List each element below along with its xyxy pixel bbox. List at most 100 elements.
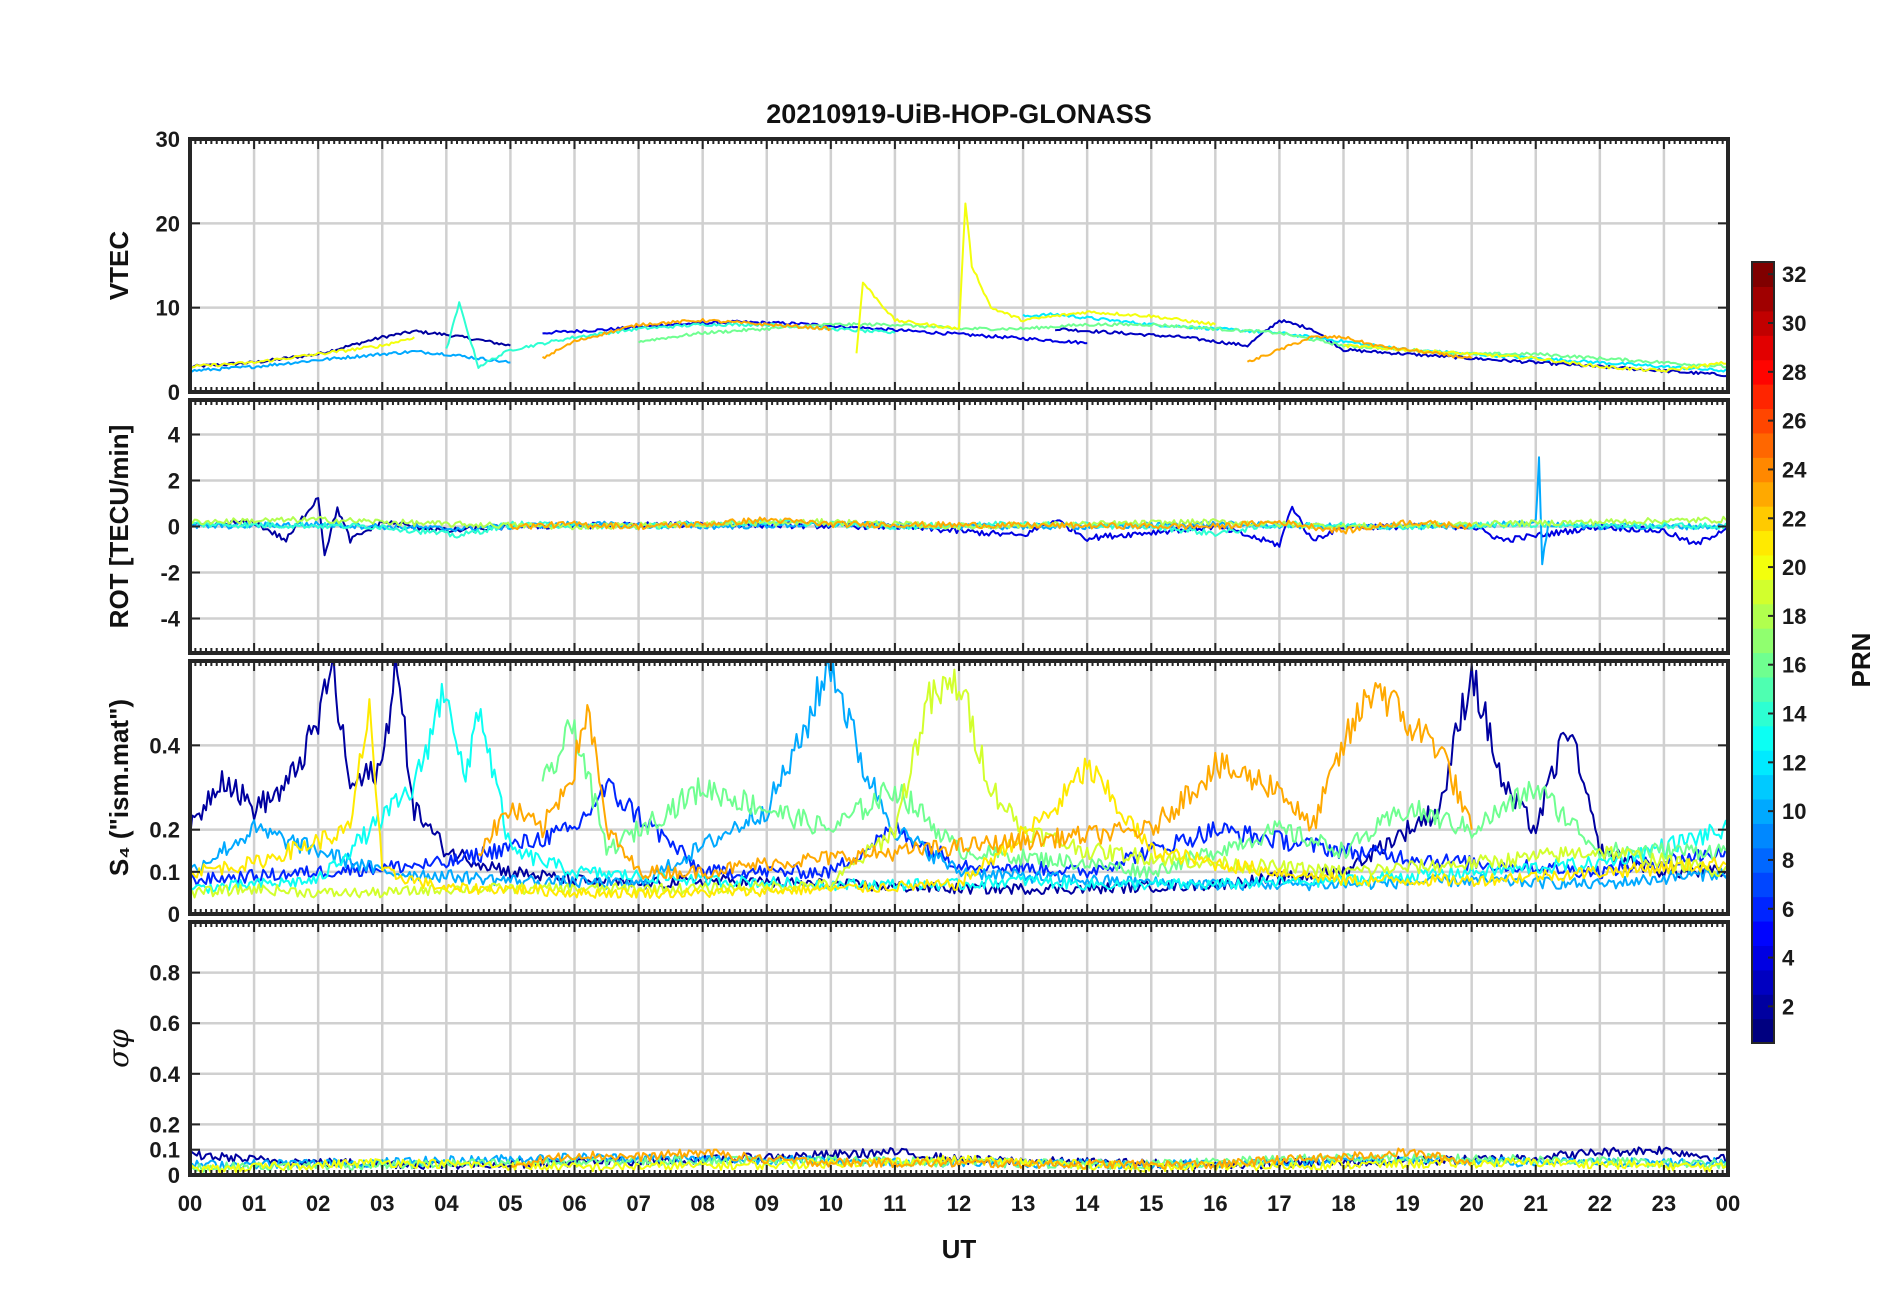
colorbar-tick-label: 12: [1782, 750, 1806, 775]
colorbar-swatch: [1752, 823, 1774, 849]
colorbar-swatch: [1752, 359, 1774, 385]
panel-grid: [190, 922, 1728, 1177]
y-tick-label: -4: [160, 607, 180, 632]
x-tick-label: 23: [1652, 1191, 1676, 1216]
series-line-prn-10: [190, 349, 511, 373]
y-tick-label: 0.2: [149, 1112, 180, 1137]
colorbar-tick-label: 8: [1782, 848, 1794, 873]
colorbar-swatch: [1752, 994, 1774, 1020]
colorbar-swatch: [1752, 554, 1774, 580]
colorbar-swatch: [1752, 652, 1774, 678]
colorbar-swatch: [1752, 774, 1774, 800]
colorbar-tick-label: 2: [1782, 994, 1794, 1019]
x-tick-label: 04: [434, 1191, 459, 1216]
colorbar-swatch: [1752, 725, 1774, 751]
colorbar-swatch: [1752, 920, 1774, 946]
series-line-prn-12: [1022, 312, 1728, 373]
x-tick-label: 13: [1011, 1191, 1035, 1216]
colorbar-swatch: [1752, 945, 1774, 971]
colorbar-swatch: [1752, 310, 1774, 336]
panel-4: 00.10.2 0.4 0.6 0.8 σφ: [102, 920, 1730, 1188]
colorbar-label: PRN: [1846, 633, 1876, 688]
colorbar-swatch: [1752, 335, 1774, 361]
series-line-prn-20: [855, 202, 1216, 354]
panel-series: [190, 456, 1728, 566]
x-tick-label: 08: [690, 1191, 714, 1216]
x-tick-label: 15: [1139, 1191, 1163, 1216]
colorbar-swatch: [1752, 530, 1774, 556]
colorbar-swatch: [1752, 603, 1774, 629]
colorbar-tick-label: 30: [1782, 311, 1806, 336]
colorbar-tick-label: 10: [1782, 799, 1806, 824]
panel-1: 0 10 20 30 VTEC: [104, 127, 1730, 405]
colorbar-swatch: [1752, 481, 1774, 507]
x-tick-label: 11: [883, 1191, 906, 1216]
y-axis-label: ROT [TECU/min]: [104, 425, 134, 629]
colorbar-swatch: [1752, 969, 1774, 995]
x-tick-label: 18: [1331, 1191, 1355, 1216]
series-line-prn-23: [509, 516, 1473, 535]
series-line-prn-16: [541, 719, 1728, 879]
y-tick-label: 0.4: [149, 1062, 180, 1087]
series-line-prn-20: [190, 336, 415, 369]
colorbar-swatch: [1752, 676, 1774, 702]
y-axis-label: VTEC: [104, 231, 134, 301]
series-line-prn-23: [509, 1147, 1473, 1170]
x-tick-label: 01: [242, 1191, 266, 1216]
series-line-prn-14: [190, 518, 1728, 539]
colorbar-swatch: [1752, 1018, 1774, 1044]
x-tick-label: 10: [819, 1191, 843, 1216]
y-tick-label: 0: [168, 515, 180, 540]
x-tick-labels: 00 01 02 03 04 05 06 07 08 09 10 11 12 13 14 15 16 17 18 19…: [178, 1191, 1740, 1216]
y-tick-label: 0.4: [149, 733, 180, 758]
colorbar-tick-label: 18: [1782, 604, 1806, 629]
colorbar-tick-label: 26: [1782, 409, 1806, 434]
x-tick-label: 16: [1203, 1191, 1227, 1216]
colorbar-swatch: [1752, 384, 1774, 410]
colorbar-swatch: [1752, 262, 1774, 288]
colorbar-tick-label: 4: [1782, 946, 1795, 971]
x-tick-label: 02: [306, 1191, 330, 1216]
y-tick-label: 0.1: [149, 1138, 180, 1163]
y-tick-label: 0.2: [149, 818, 180, 843]
x-tick-label: 05: [498, 1191, 522, 1216]
y-tick-label: 0: [168, 380, 180, 405]
colorbar-swatch: [1752, 896, 1774, 922]
colorbar-swatch: [1752, 628, 1774, 654]
y-tick-label: 2: [168, 469, 180, 494]
colorbar-tick-label: 32: [1782, 262, 1806, 287]
colorbar-swatch: [1752, 457, 1774, 483]
y-tick-label: 10: [156, 296, 180, 321]
x-tick-label: 07: [626, 1191, 650, 1216]
x-axis-label: UT: [942, 1234, 977, 1264]
series-line-prn-4: [542, 319, 1088, 345]
series-line-prn-14: [445, 301, 896, 369]
y-tick-label: 30: [156, 127, 180, 152]
y-axis-label: σφ: [102, 1029, 135, 1068]
x-tick-label: 17: [1267, 1191, 1291, 1216]
colorbar-tick-label: 22: [1782, 506, 1806, 531]
chart-title: 20210919-UiB-HOP-GLONASS: [766, 99, 1152, 129]
series-line-prn-23: [542, 317, 832, 360]
x-tick-label: 19: [1395, 1191, 1419, 1216]
y-tick-label: 0: [168, 902, 180, 927]
series-line-prn-23: [1246, 334, 1473, 363]
panel-series: [190, 202, 1728, 378]
y-tick-label: -2: [160, 561, 180, 586]
x-tick-label: 00: [178, 1191, 202, 1216]
panel-2: -4 -2 0 2 4 ROT [TECU/min]: [104, 398, 1730, 655]
y-axis-label: S₄ ("ism.mat"): [104, 699, 134, 876]
y-tick-label: 4: [168, 423, 181, 448]
colorbar-tick-label: 20: [1782, 555, 1806, 580]
colorbar-swatch: [1752, 701, 1774, 727]
x-tick-label: 22: [1588, 1191, 1612, 1216]
colorbar-swatch: [1752, 579, 1774, 605]
y-tick-label: 0.6: [149, 1011, 180, 1036]
colorbar-swatch: [1752, 286, 1774, 312]
y-tick-label: 0.1: [149, 860, 180, 885]
x-tick-label: 21: [1524, 1191, 1548, 1216]
y-tick-label: 0.8: [149, 961, 180, 986]
